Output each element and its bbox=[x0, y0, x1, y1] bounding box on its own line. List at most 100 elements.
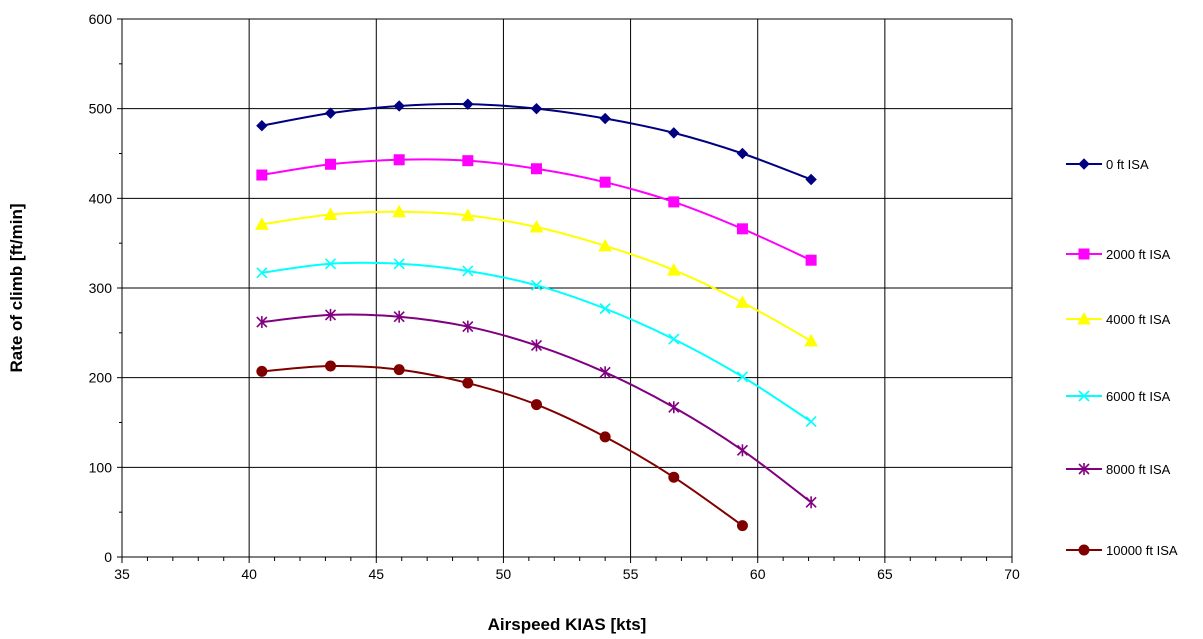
legend-item: 4000 ft ISA bbox=[1066, 311, 1171, 327]
y-tick-label: 500 bbox=[89, 101, 113, 117]
legend-item: 6000 ft ISA bbox=[1066, 389, 1171, 404]
legend-marker bbox=[1078, 248, 1090, 260]
data-point bbox=[805, 496, 817, 509]
data-point bbox=[668, 333, 680, 345]
data-point bbox=[530, 339, 543, 352]
data-point bbox=[736, 444, 749, 457]
legend-label: 0 ft ISA bbox=[1106, 157, 1149, 172]
data-point bbox=[324, 258, 337, 270]
data-point bbox=[599, 112, 611, 125]
data-point bbox=[323, 207, 338, 220]
y-tick-label: 600 bbox=[89, 11, 113, 27]
gridlines bbox=[122, 18, 1013, 557]
data-point bbox=[256, 316, 268, 329]
data-point bbox=[668, 196, 680, 208]
data-point bbox=[530, 399, 542, 411]
series-3 bbox=[256, 258, 817, 428]
legend-item: 8000 ft ISA bbox=[1066, 462, 1171, 477]
legend-marker bbox=[1078, 158, 1090, 170]
series-line bbox=[261, 364, 744, 527]
data-point bbox=[462, 265, 474, 277]
legend-label: 10000 ft ISA bbox=[1106, 543, 1178, 558]
data-point bbox=[529, 219, 544, 233]
data-point bbox=[462, 320, 474, 333]
series-4 bbox=[256, 308, 817, 509]
y-tick-label: 0 bbox=[104, 549, 112, 565]
legend-marker bbox=[1078, 463, 1090, 475]
data-point bbox=[462, 377, 474, 389]
data-point bbox=[393, 310, 405, 323]
data-point bbox=[736, 147, 749, 160]
data-point bbox=[804, 333, 818, 347]
series-line bbox=[261, 158, 812, 262]
data-point bbox=[530, 163, 542, 175]
legend-item: 10000 ft ISA bbox=[1066, 543, 1178, 558]
legend-item: 0 ft ISA bbox=[1066, 157, 1149, 172]
data-point bbox=[805, 416, 817, 428]
data-point bbox=[462, 155, 474, 167]
data-point bbox=[324, 107, 337, 119]
data-point bbox=[599, 431, 611, 443]
axes: 0 100 200 300 400 500 600 35 40 45 50 55 60 65 70 bbox=[89, 11, 1020, 582]
data-point bbox=[599, 366, 611, 379]
series-1 bbox=[256, 154, 817, 266]
x-tick-label: 60 bbox=[750, 566, 766, 582]
data-point bbox=[736, 520, 748, 532]
data-point bbox=[256, 119, 268, 132]
data-point bbox=[530, 279, 543, 291]
y-axis-title: Rate of climb [ft/min] bbox=[7, 203, 26, 372]
data-point bbox=[805, 254, 817, 266]
x-tick-label: 55 bbox=[623, 566, 639, 582]
legend-marker bbox=[1078, 544, 1090, 556]
x-tick-label: 45 bbox=[368, 566, 384, 582]
series-2 bbox=[255, 204, 818, 347]
data-point bbox=[393, 258, 405, 270]
x-tick-label: 65 bbox=[877, 566, 893, 582]
data-point bbox=[325, 360, 337, 372]
legend-marker bbox=[1077, 311, 1091, 325]
data-point bbox=[598, 238, 612, 252]
legend-label: 8000 ft ISA bbox=[1106, 462, 1171, 477]
data-point bbox=[256, 365, 268, 377]
data-point bbox=[393, 154, 405, 166]
legend: 0 ft ISA 2000 ft ISA 4000 ft ISA 6000 ft IS… bbox=[1066, 157, 1178, 558]
series-5 bbox=[256, 360, 748, 532]
y-tick-label: 400 bbox=[89, 190, 113, 206]
data-point bbox=[256, 169, 268, 181]
data-point bbox=[668, 127, 680, 139]
x-tick-label: 35 bbox=[114, 566, 130, 582]
legend-marker bbox=[1078, 390, 1090, 402]
data-point bbox=[530, 102, 543, 115]
x-tick-label: 70 bbox=[1004, 566, 1020, 582]
series-lines bbox=[255, 98, 818, 532]
data-point bbox=[256, 267, 268, 279]
y-tick-label: 100 bbox=[89, 459, 113, 475]
data-point bbox=[255, 217, 269, 230]
data-point bbox=[736, 223, 748, 235]
legend-label: 2000 ft ISA bbox=[1106, 247, 1171, 262]
data-point bbox=[324, 308, 337, 321]
legend-label: 6000 ft ISA bbox=[1106, 389, 1171, 404]
legend-label: 4000 ft ISA bbox=[1106, 312, 1171, 327]
y-tick-label: 200 bbox=[89, 370, 113, 386]
data-point bbox=[736, 371, 749, 383]
data-point bbox=[462, 98, 474, 110]
data-point bbox=[460, 208, 475, 221]
data-point bbox=[735, 295, 750, 308]
data-point bbox=[666, 263, 681, 276]
data-point bbox=[599, 176, 611, 188]
data-point bbox=[393, 100, 405, 112]
data-point bbox=[668, 401, 680, 414]
data-point bbox=[393, 364, 405, 376]
data-point bbox=[805, 173, 817, 186]
x-axis-title: Airspeed KIAS [kts] bbox=[488, 615, 647, 634]
y-tick-label: 300 bbox=[89, 280, 113, 296]
data-point bbox=[668, 471, 680, 483]
data-point bbox=[599, 303, 611, 315]
data-point bbox=[392, 204, 407, 218]
x-tick-label: 40 bbox=[241, 566, 257, 582]
data-point bbox=[325, 158, 337, 170]
x-tick-label: 50 bbox=[496, 566, 512, 582]
legend-item: 2000 ft ISA bbox=[1066, 247, 1171, 262]
